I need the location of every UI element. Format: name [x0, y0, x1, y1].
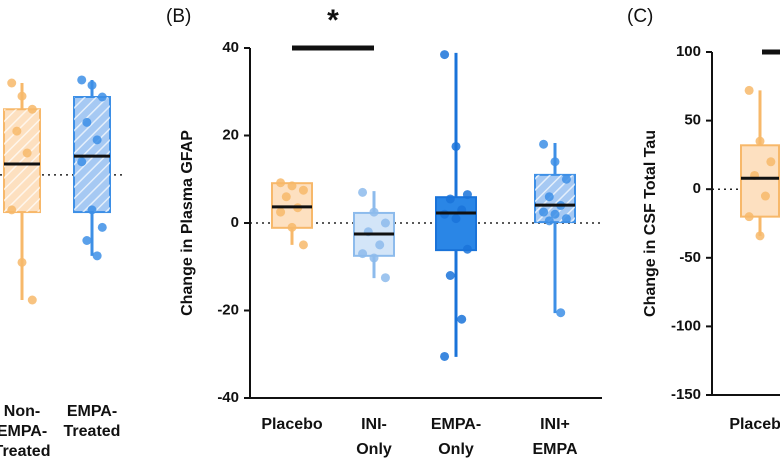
x-tick-label: INI+: [540, 416, 570, 433]
x-tick-label: Treated: [64, 423, 121, 440]
data-point: [281, 192, 291, 202]
y-tick-label: 20: [222, 126, 239, 143]
data-point: [7, 78, 17, 88]
data-point: [380, 218, 390, 228]
panel-label: (C): [627, 6, 653, 27]
box: [740, 144, 780, 218]
data-point: [276, 178, 286, 188]
data-point: [544, 216, 554, 226]
data-point: [451, 214, 461, 224]
x-tick-label: Placebo: [729, 416, 780, 433]
panel-label: (B): [166, 6, 191, 27]
data-point: [12, 126, 22, 136]
y-axis-label: Change in Plasma GFAP: [179, 130, 196, 316]
y-tick-label: -150: [671, 386, 701, 403]
box: [435, 196, 477, 252]
data-point: [375, 240, 385, 250]
y-tick-label: -50: [679, 249, 701, 266]
x-tick-label: EMPA: [532, 441, 577, 458]
data-point: [358, 187, 368, 197]
x-tick-label: Only: [438, 441, 474, 458]
data-point: [550, 157, 560, 167]
data-point: [445, 194, 455, 204]
x-tick-label: Only: [356, 441, 392, 458]
y-tick-label: 0: [231, 214, 239, 231]
data-point: [92, 135, 102, 145]
y-tick-label: 40: [222, 39, 239, 56]
data-point: [287, 181, 297, 191]
data-point: [744, 212, 754, 222]
y-tick-label: 0: [693, 180, 701, 197]
data-point: [87, 80, 97, 90]
data-point: [22, 148, 32, 158]
data-point: [298, 240, 308, 250]
data-point: [755, 231, 765, 241]
data-point: [457, 314, 467, 324]
data-point: [287, 222, 297, 232]
y-tick-label: 100: [676, 43, 701, 60]
y-tick-label: -100: [671, 317, 701, 334]
x-tick-label: INI-: [361, 416, 387, 433]
data-point: [440, 351, 450, 361]
data-point: [462, 190, 472, 200]
data-point: [298, 185, 308, 195]
data-point: [539, 139, 549, 149]
data-point: [445, 271, 455, 280]
data-point: [451, 141, 461, 151]
data-point: [276, 207, 286, 217]
box-hatch: [74, 97, 110, 213]
data-point: [544, 192, 554, 202]
data-point: [97, 92, 107, 102]
data-point: [369, 207, 379, 217]
data-point: [760, 191, 770, 201]
x-tick-label: Placebo: [261, 416, 323, 433]
data-point: [7, 205, 17, 215]
data-point: [744, 85, 754, 95]
data-point: [561, 174, 571, 184]
data-point: [27, 295, 37, 305]
y-tick-label: 50: [684, 112, 701, 129]
data-point: [82, 236, 92, 245]
data-point: [77, 157, 87, 167]
y-tick-label: -20: [217, 301, 239, 318]
data-point: [92, 251, 102, 261]
y-tick-label: -40: [217, 389, 239, 406]
box-hatch: [4, 109, 40, 213]
data-point: [755, 136, 765, 146]
data-point: [440, 50, 450, 60]
data-point: [556, 308, 566, 318]
data-point: [380, 273, 390, 283]
data-point: [539, 207, 549, 217]
data-point: [82, 117, 92, 127]
data-point: [561, 214, 571, 224]
data-point: [27, 104, 37, 114]
data-point: [77, 75, 87, 85]
data-point: [97, 222, 107, 232]
data-point: [766, 157, 776, 167]
data-point: [550, 209, 560, 219]
data-point: [369, 253, 379, 263]
data-point: [17, 91, 27, 101]
x-tick-label: EMPA-: [67, 403, 117, 420]
x-tick-label: EMPA-: [431, 416, 481, 433]
data-point: [462, 244, 472, 254]
data-point: [17, 257, 27, 267]
x-tick-label: Non-: [4, 403, 40, 420]
x-tick-label: EMPA-: [0, 423, 47, 440]
data-point: [87, 205, 97, 215]
significance-label: *: [327, 4, 339, 37]
data-point: [358, 249, 368, 259]
y-axis-label: Change in CSF Total Tau: [642, 130, 659, 317]
x-tick-label: Treated: [0, 443, 50, 460]
